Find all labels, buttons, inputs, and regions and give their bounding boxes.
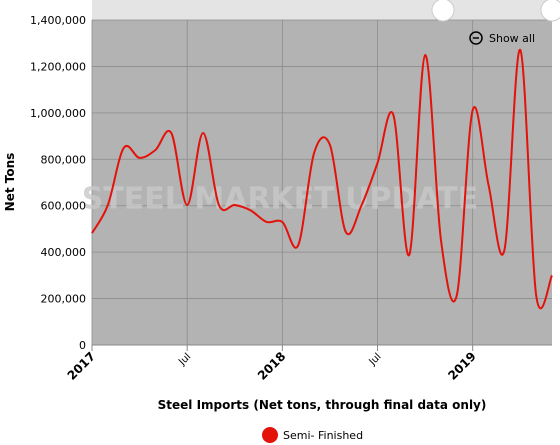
plot-area	[92, 20, 552, 345]
reset-label[interactable]: Show all	[489, 32, 535, 45]
y-tick-label: 600,000	[41, 200, 87, 213]
x-axis-title: Steel Imports (Net tons, through final d…	[158, 398, 487, 412]
x-tick-label: Jul	[367, 351, 384, 368]
zoom-icon	[469, 31, 483, 45]
legend-marker	[262, 427, 278, 443]
y-tick-label: 1,000,000	[30, 107, 86, 120]
x-tick-label: 2018	[255, 349, 289, 383]
y-tick-label: 1,200,000	[30, 60, 86, 73]
y-tick-label: 0	[79, 339, 86, 352]
navigator	[92, 0, 552, 20]
reset-zoom[interactable]: Show all	[469, 31, 535, 45]
x-tick-label: 2017	[65, 349, 99, 383]
legend-label: Semi- Finished	[283, 429, 363, 442]
legend[interactable]: Semi- Finished	[262, 427, 363, 443]
x-tick-label: Jul	[176, 351, 193, 368]
nav-handle[interactable]	[540, 0, 560, 22]
y-tick-label: 1,400,000	[30, 14, 86, 27]
y-axis-title: Net Tons	[3, 153, 17, 212]
y-tick-label: 800,000	[41, 153, 87, 166]
series-line	[91, 48, 553, 310]
y-tick-label: 200,000	[41, 293, 87, 306]
lines	[91, 48, 553, 310]
nav-handle[interactable]	[431, 0, 455, 22]
y-tick-label: 400,000	[41, 246, 87, 259]
grid	[91, 19, 552, 346]
x-tick-label: 2019	[445, 349, 479, 383]
watermark: STEEL MARKET UPDATE	[82, 182, 479, 217]
